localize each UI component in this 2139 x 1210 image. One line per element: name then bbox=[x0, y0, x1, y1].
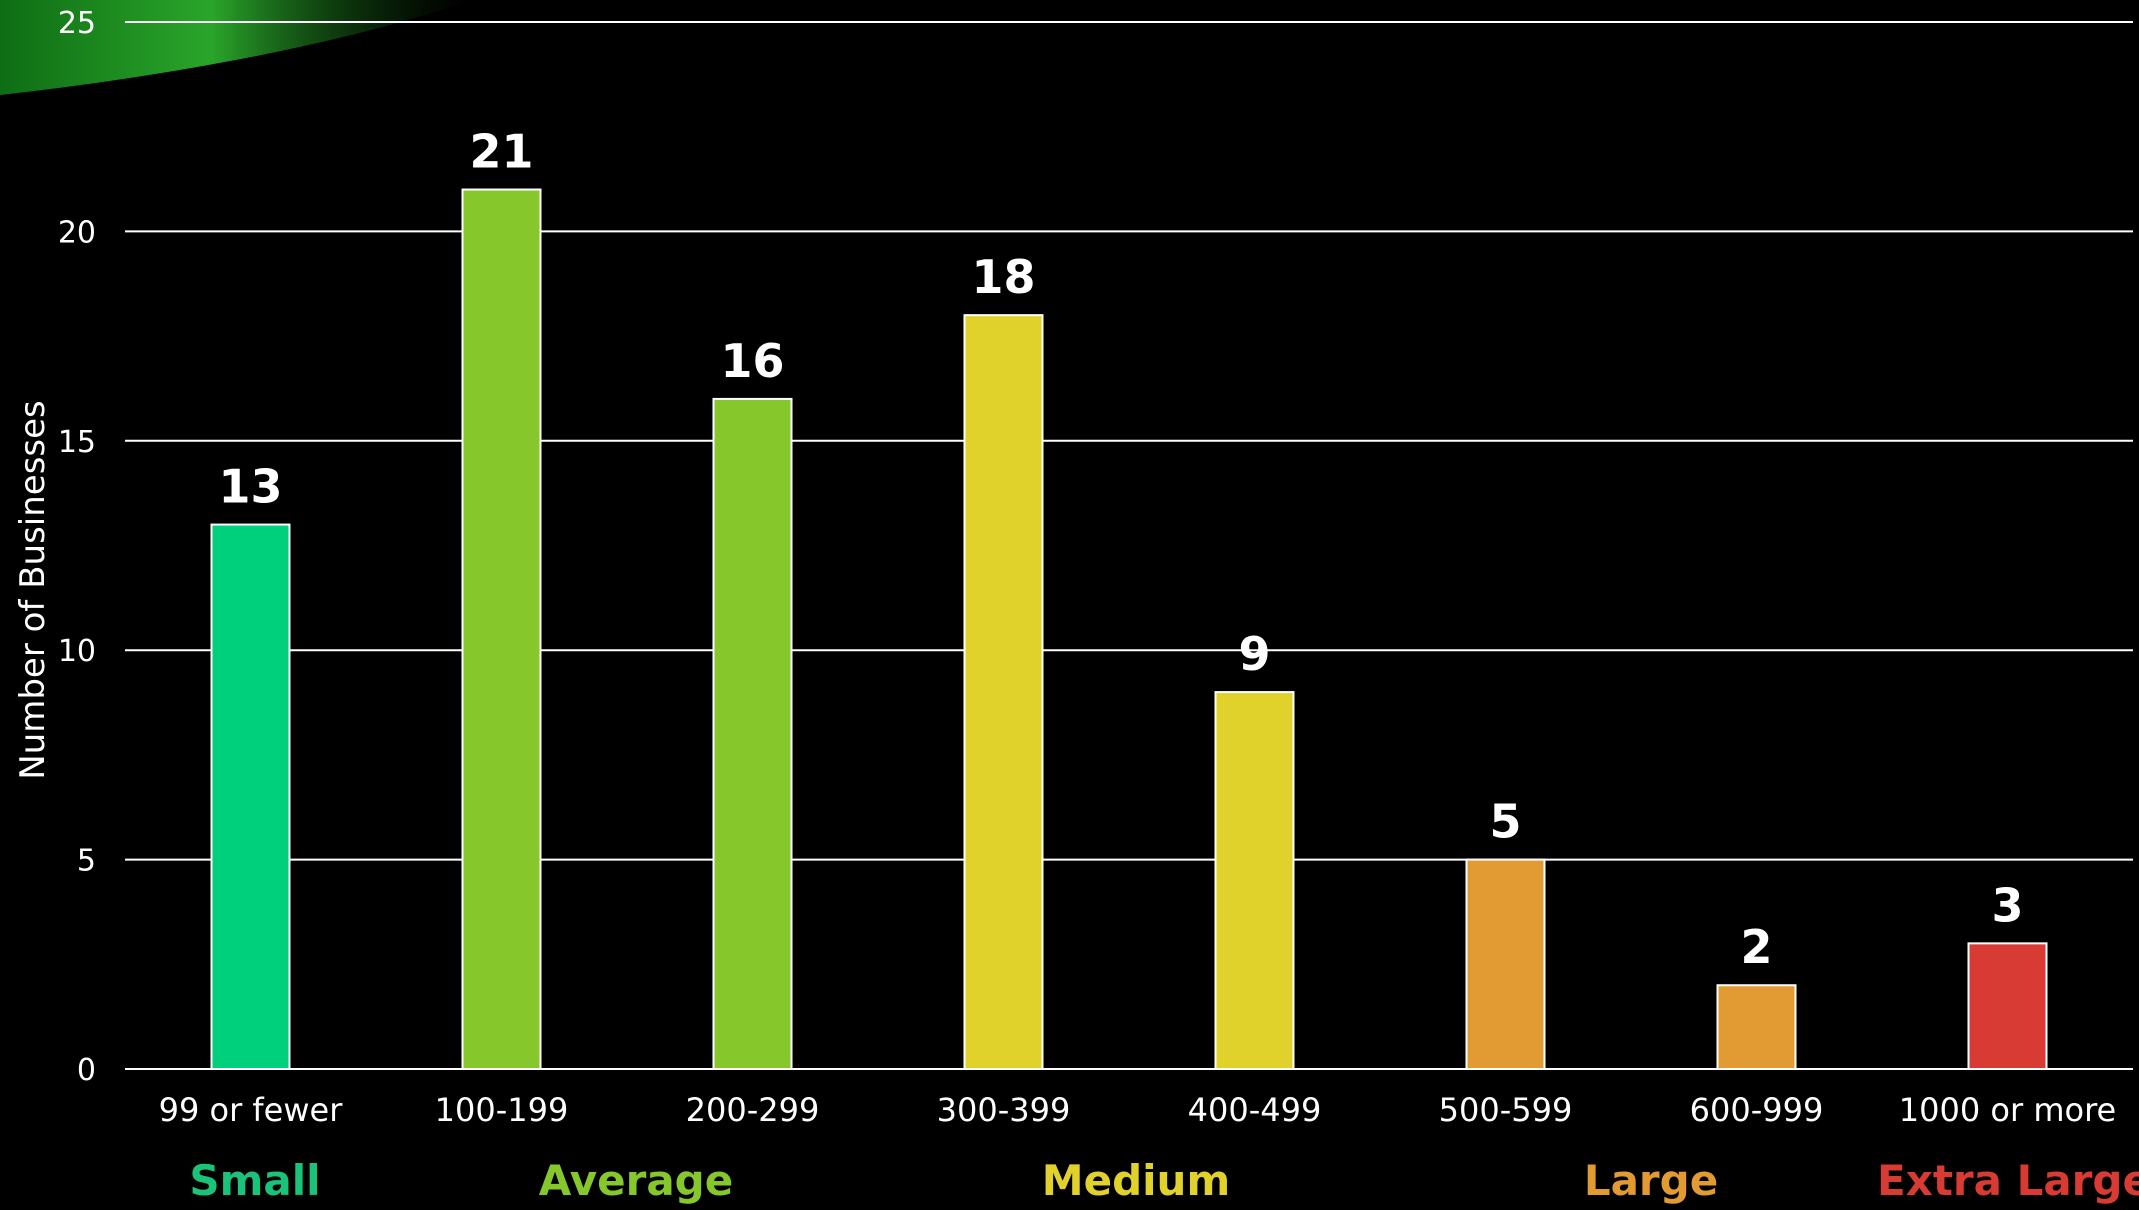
x-tick-label: 100-199 bbox=[435, 1091, 569, 1129]
bar bbox=[210, 523, 291, 1070]
size-group-label: Extra Large bbox=[1877, 1156, 2139, 1205]
x-tick-label: 600-999 bbox=[1690, 1091, 1824, 1129]
x-tick-label: 99 or fewer bbox=[159, 1091, 344, 1129]
x-tick-label: 400-499 bbox=[1188, 1091, 1322, 1129]
y-tick-label: 20 bbox=[58, 215, 96, 250]
data-label: 3 bbox=[1991, 878, 2023, 932]
x-tick-label: 200-299 bbox=[686, 1091, 820, 1129]
data-label: 18 bbox=[971, 250, 1035, 304]
y-tick-label: 10 bbox=[58, 634, 96, 669]
data-label: 9 bbox=[1238, 627, 1270, 681]
data-label: 13 bbox=[218, 460, 282, 514]
bar bbox=[1967, 942, 2048, 1070]
y-tick-label: 0 bbox=[77, 1053, 96, 1088]
size-group-label: Large bbox=[1584, 1156, 1718, 1205]
y-tick-label: 5 bbox=[77, 844, 96, 879]
y-axis-title: Number of Businesses bbox=[13, 400, 53, 780]
decorative-swoosh bbox=[0, 0, 470, 95]
bar bbox=[1716, 984, 1797, 1070]
x-tick-label: 1000 or more bbox=[1899, 1091, 2116, 1129]
bars bbox=[210, 188, 2048, 1071]
data-label: 5 bbox=[1489, 795, 1521, 849]
x-tick-label: 500-599 bbox=[1439, 1091, 1573, 1129]
bar bbox=[712, 397, 793, 1071]
bar bbox=[963, 314, 1044, 1071]
size-group-label: Medium bbox=[1042, 1156, 1230, 1205]
y-tick-label: 15 bbox=[58, 425, 96, 460]
data-label: 16 bbox=[720, 334, 784, 388]
data-label: 21 bbox=[469, 125, 533, 179]
gridlines bbox=[125, 21, 2133, 1070]
y-tick-label: 25 bbox=[58, 6, 96, 41]
size-group-label: Average bbox=[539, 1156, 733, 1205]
data-label: 2 bbox=[1740, 920, 1772, 974]
bar bbox=[1214, 691, 1295, 1071]
x-tick-label: 300-399 bbox=[937, 1091, 1071, 1129]
size-group-label: Small bbox=[189, 1156, 320, 1205]
bar bbox=[1465, 858, 1546, 1070]
bar bbox=[461, 188, 542, 1070]
